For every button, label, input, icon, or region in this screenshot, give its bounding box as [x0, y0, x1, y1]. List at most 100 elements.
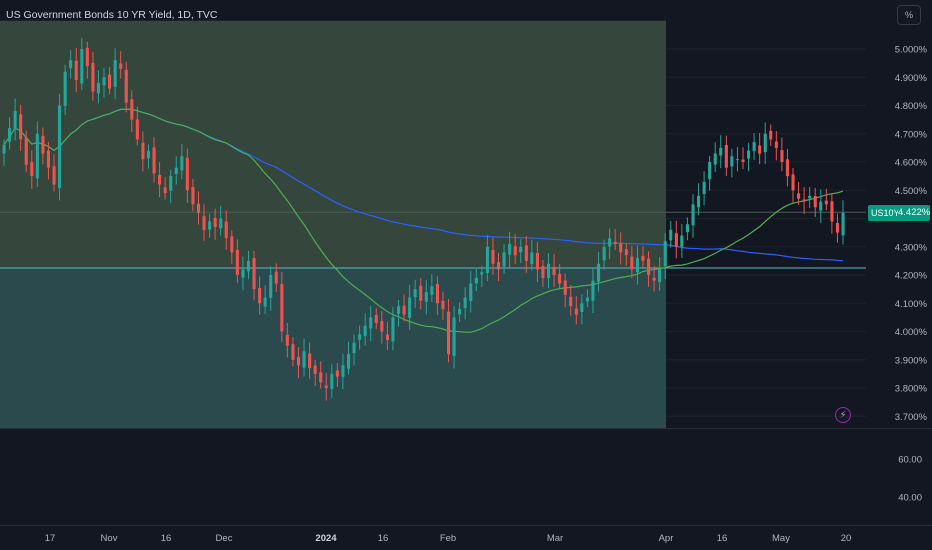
price-axis-tick: 4.800% [895, 101, 928, 112]
price-axis-tick: 4.200% [895, 271, 928, 282]
candle-body [697, 195, 701, 208]
candle-body [841, 212, 845, 236]
candle-body [569, 296, 573, 307]
time-axis-label: 16 [717, 533, 728, 544]
candle-body [13, 111, 17, 129]
zone-upper [0, 20, 666, 268]
candle-body [141, 142, 145, 160]
candle-body [2, 145, 6, 154]
candle-body [258, 288, 262, 304]
time-axis-label: Mar [547, 533, 563, 544]
candle-body [580, 303, 584, 312]
candle-body [735, 159, 739, 161]
candle-body [630, 256, 634, 270]
candle-body [513, 246, 517, 256]
candle-body [713, 153, 717, 165]
candle-body [202, 216, 206, 230]
candle-body [135, 119, 139, 140]
candle-body [191, 187, 195, 205]
time-axis-label: 16 [161, 533, 172, 544]
last-price-label: 4.422% [898, 205, 930, 221]
candle-body [230, 236, 234, 253]
lightning-bolt-icon[interactable]: ⚡ [835, 407, 851, 423]
candle-body [308, 353, 312, 369]
candle-body [552, 267, 556, 275]
candle-body [363, 325, 367, 337]
candle-body [835, 223, 839, 233]
candle-body [647, 258, 651, 275]
candle-body [391, 317, 395, 342]
candle-body [602, 246, 606, 261]
candle-body [774, 141, 778, 148]
candle-body [297, 356, 301, 366]
candle-body [169, 176, 173, 191]
candle-body [408, 297, 412, 318]
candle-body [352, 342, 356, 354]
candle-body [347, 354, 351, 369]
candle-body [274, 271, 278, 284]
candle-body [330, 373, 334, 389]
candle-body [341, 365, 345, 377]
moving-average-fast [3, 108, 844, 333]
candle-body [8, 128, 12, 142]
candle-body [463, 297, 467, 308]
candle-body [508, 243, 512, 255]
candle-body [758, 145, 762, 154]
candle-body [263, 297, 267, 307]
candle-body [413, 289, 417, 298]
price-axis-tick: 5.000% [895, 45, 928, 56]
candle-body [52, 166, 56, 185]
time-axis-label: 2024 [315, 533, 337, 544]
candle-body [680, 235, 684, 247]
candle-body [313, 365, 317, 374]
candle-body [335, 370, 339, 377]
candle-body [447, 311, 451, 355]
candle-body [174, 167, 178, 174]
candle-body [324, 385, 328, 388]
candle-body [830, 201, 834, 222]
candle-body [641, 255, 645, 261]
candle-body [458, 308, 462, 315]
candle-body [674, 233, 678, 247]
candle-body [30, 162, 34, 177]
candle-body [469, 283, 473, 301]
candle-body [402, 305, 406, 315]
candle-body [113, 60, 117, 87]
time-axis-label: Dec [216, 533, 233, 544]
candle-body [224, 221, 228, 239]
price-axis-tick: 4.600% [895, 158, 928, 169]
candle-body [708, 162, 712, 180]
candle-body [702, 181, 706, 195]
candle-body [547, 263, 551, 279]
candle-body [380, 321, 384, 332]
candle-body [652, 277, 656, 281]
time-axis-label: 16 [378, 533, 389, 544]
candle-body [597, 263, 601, 282]
candle-body [119, 63, 123, 69]
candle-body [19, 114, 23, 140]
candle-body [208, 221, 212, 230]
candle-body [747, 150, 751, 159]
price-axis-tick: 4.100% [895, 299, 928, 310]
candle-body [480, 272, 484, 275]
candle-body [74, 60, 78, 81]
candle-body [69, 60, 73, 69]
candle-body [96, 82, 100, 94]
lower-pane-tick: 60.00 [898, 455, 922, 466]
price-axis-tick: 4.300% [895, 242, 928, 253]
candle-body [24, 137, 28, 165]
percent-scale-button[interactable]: % [897, 5, 921, 25]
candle-body [41, 135, 45, 154]
candle-body [524, 245, 528, 261]
candle-body [441, 300, 445, 309]
candle-body [541, 266, 545, 278]
candle-body [791, 174, 795, 191]
candle-body [424, 292, 428, 302]
candle-body [797, 193, 801, 199]
candle-body [163, 187, 167, 194]
time-axis-label: Apr [659, 533, 674, 544]
candle-body [719, 147, 723, 156]
candle-body [608, 238, 612, 247]
candle-body [419, 285, 423, 301]
